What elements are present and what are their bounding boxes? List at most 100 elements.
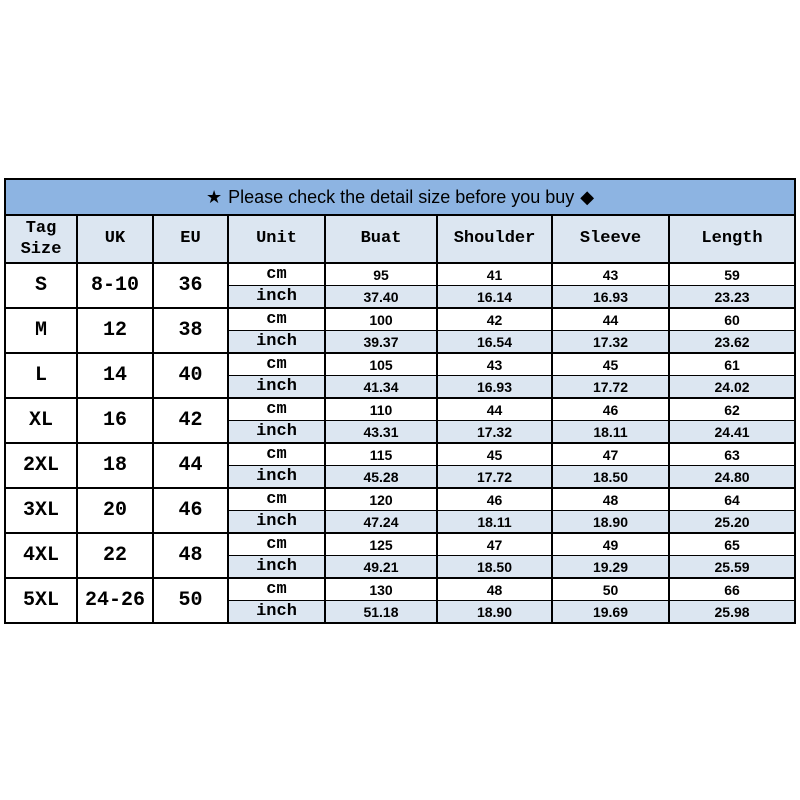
data-cell: 45 <box>436 442 553 466</box>
tag-size-cell: M <box>4 307 78 354</box>
size-chart-table: ★ Please check the detail size before you… <box>3 178 797 624</box>
table-row: S 8-10 36 cm 95 41 43 59 <box>4 262 797 309</box>
table-row: 2XL 18 44 cm 115 45 47 63 <box>4 442 797 489</box>
data-cell: 18.11 <box>436 510 553 534</box>
table-row: 4XL 22 48 cm 125 47 49 65 <box>4 532 797 579</box>
table-row: XL 16 42 cm 110 44 46 62 <box>4 397 797 444</box>
unit-inch-cell: inch <box>227 375 326 399</box>
unit-cm-cell: cm <box>227 577 326 601</box>
data-cell: 46 <box>436 487 553 511</box>
col-header-uk: UK <box>76 214 154 264</box>
data-cell: 63 <box>667 442 797 466</box>
data-cell: 41 <box>436 262 553 286</box>
uk-cell: 16 <box>76 397 154 444</box>
table-row: inch 37.40 16.14 16.93 23.23 <box>5 285 797 309</box>
data-cell: 41.34 <box>324 375 438 399</box>
data-cell: 49.21 <box>324 555 438 579</box>
banner-row: ★ Please check the detail size before you… <box>3 178 797 216</box>
data-cell: 18.90 <box>436 600 553 624</box>
data-cell: 51.18 <box>324 600 438 624</box>
data-cell: 25.59 <box>667 555 797 579</box>
tag-size-cell: L <box>4 352 78 399</box>
eu-cell: 50 <box>152 577 229 624</box>
unit-inch-cell: inch <box>227 600 326 624</box>
data-cell: 17.32 <box>436 420 553 444</box>
data-cell: 43 <box>436 352 553 376</box>
col-header-unit: Unit <box>227 214 326 264</box>
data-cell: 120 <box>324 487 438 511</box>
data-cell: 24.80 <box>667 465 797 489</box>
data-cell: 45.28 <box>324 465 438 489</box>
data-cell: 115 <box>324 442 438 466</box>
unit-inch-cell: inch <box>227 330 326 354</box>
table-row: inch 47.24 18.11 18.90 25.20 <box>5 510 797 534</box>
data-cell: 24.02 <box>667 375 797 399</box>
data-cell: 59 <box>667 262 797 286</box>
data-cell: 125 <box>324 532 438 556</box>
data-cell: 48 <box>551 487 670 511</box>
eu-cell: 38 <box>152 307 229 354</box>
tag-size-cell: XL <box>4 397 78 444</box>
uk-cell: 14 <box>76 352 154 399</box>
unit-cm-cell: cm <box>227 307 326 331</box>
data-cell: 16.93 <box>551 285 670 309</box>
data-cell: 44 <box>436 397 553 421</box>
table-row: M 12 38 cm 100 42 44 60 <box>4 307 797 354</box>
col-header-length: Length <box>667 214 797 264</box>
table-row: L 14 40 cm 105 43 45 61 <box>4 352 797 399</box>
unit-cm-cell: cm <box>227 487 326 511</box>
data-cell: 23.62 <box>667 330 797 354</box>
data-cell: 23.23 <box>667 285 797 309</box>
eu-cell: 40 <box>152 352 229 399</box>
data-cell: 16.54 <box>436 330 553 354</box>
data-cell: 17.32 <box>551 330 670 354</box>
uk-cell: 12 <box>76 307 154 354</box>
table-row: 5XL 24-26 50 cm 130 48 50 66 <box>4 577 797 624</box>
unit-inch-cell: inch <box>227 510 326 534</box>
tag-size-cell: 5XL <box>4 577 78 624</box>
table-row: inch 41.34 16.93 17.72 24.02 <box>5 375 797 399</box>
unit-cm-cell: cm <box>227 262 326 286</box>
data-cell: 25.20 <box>667 510 797 534</box>
data-cell: 18.11 <box>551 420 670 444</box>
banner-text: Please check the detail size before you … <box>228 186 575 207</box>
data-cell: 25.98 <box>667 600 797 624</box>
unit-inch-cell: inch <box>227 465 326 489</box>
diamond-icon: ◆ <box>580 186 595 207</box>
data-cell: 50 <box>551 577 670 601</box>
table-row: inch 49.21 18.50 19.29 25.59 <box>5 555 797 579</box>
uk-cell: 18 <box>76 442 154 489</box>
data-cell: 47 <box>551 442 670 466</box>
data-cell: 44 <box>551 307 670 331</box>
data-cell: 64 <box>667 487 797 511</box>
data-cell: 19.69 <box>551 600 670 624</box>
table-row: 3XL 20 46 cm 120 46 48 64 <box>4 487 797 534</box>
tag-size-cell: 3XL <box>4 487 78 534</box>
data-cell: 105 <box>324 352 438 376</box>
tag-size-cell: 4XL <box>4 532 78 579</box>
data-cell: 46 <box>551 397 670 421</box>
data-cell: 18.50 <box>551 465 670 489</box>
table-row: inch 45.28 17.72 18.50 24.80 <box>5 465 797 489</box>
banner: ★ Please check the detail size before you… <box>3 178 797 216</box>
data-cell: 24.41 <box>667 420 797 444</box>
eu-cell: 36 <box>152 262 229 309</box>
data-cell: 130 <box>324 577 438 601</box>
data-cell: 62 <box>667 397 797 421</box>
col-header-bust: Buat <box>324 214 438 264</box>
data-cell: 19.29 <box>551 555 670 579</box>
data-cell: 61 <box>667 352 797 376</box>
unit-inch-cell: inch <box>227 285 326 309</box>
unit-inch-cell: inch <box>227 555 326 579</box>
uk-cell: 20 <box>76 487 154 534</box>
data-cell: 48 <box>436 577 553 601</box>
col-header-tag-size: Tag Size <box>4 214 78 264</box>
data-cell: 47 <box>436 532 553 556</box>
data-cell: 43.31 <box>324 420 438 444</box>
column-header-row: Tag Size UK EU Unit Buat Shoulder Sleeve… <box>4 214 797 264</box>
data-cell: 16.14 <box>436 285 553 309</box>
data-cell: 43 <box>551 262 670 286</box>
unit-inch-cell: inch <box>227 420 326 444</box>
data-cell: 42 <box>436 307 553 331</box>
table-row: inch 39.37 16.54 17.32 23.62 <box>5 330 797 354</box>
